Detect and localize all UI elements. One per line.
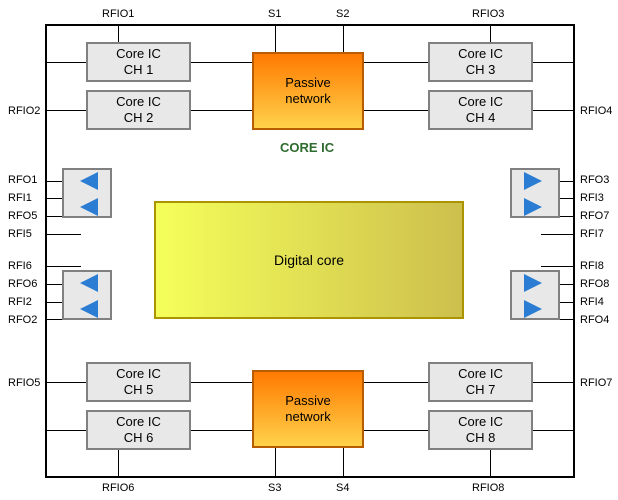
wire [533,110,575,111]
wire [364,62,428,63]
wire [533,382,575,383]
wire [364,430,428,431]
core-ic-ch4: Core ICCH 4 [428,90,533,130]
pin-label: S4 [336,482,349,494]
wire [490,24,491,42]
wire [118,24,119,42]
wire [490,450,491,478]
pin-label: RFI6 [8,260,32,272]
wire [45,110,86,111]
pin-label: RFI7 [580,228,604,240]
pin-label: RFIO8 [472,482,504,494]
pin-label: RFI5 [8,228,32,240]
pin-label: RFO7 [580,210,609,222]
pin-label: RFO5 [8,210,37,222]
wire [45,62,86,63]
wire [533,62,575,63]
wire [191,430,252,431]
wire [364,382,428,383]
pin-label: RFI8 [580,260,604,272]
pin-label: RFI4 [580,296,604,308]
wire [45,266,81,267]
pin-label: RFIO5 [8,377,40,389]
wire [364,110,428,111]
wire [533,430,575,431]
pin-label: RFIO6 [102,482,134,494]
amp-triangle-icon [524,274,542,292]
core-ic-ch6: Core ICCH 6 [86,410,191,450]
pin-label: S2 [336,8,349,20]
pin-label: S3 [268,482,281,494]
passive-network-p2: Passivenetwork [252,370,364,448]
pin-label: RFI1 [8,192,32,204]
core-ic-ch2: Core ICCH 2 [86,90,191,130]
pin-label: RFO2 [8,314,37,326]
pin-label: RFI3 [580,192,604,204]
amp-triangle-icon [524,300,542,318]
amp-triangle-icon [524,198,542,216]
wire [275,24,276,52]
core-ic-ch7: Core ICCH 7 [428,362,533,402]
pin-label: RFO4 [580,314,609,326]
wire [343,448,344,478]
core-ic-ch5: Core ICCH 5 [86,362,191,402]
pin-label: RFIO1 [102,8,134,20]
pin-label: RFO3 [580,174,609,186]
pin-label: RFIO2 [8,105,40,117]
wire [45,382,86,383]
wire [541,234,575,235]
wire [45,234,81,235]
amp-triangle-icon [80,274,98,292]
pin-label: S1 [268,8,281,20]
wire [45,430,86,431]
core-ic-ch1: Core ICCH 1 [86,42,191,82]
core-ic-ch8: Core ICCH 8 [428,410,533,450]
digital-core: Digital core [154,201,464,319]
wire [191,62,252,63]
amp-triangle-icon [80,172,98,190]
wire [343,24,344,52]
core-ic-title: CORE IC [280,140,334,155]
pin-label: RFIO7 [580,377,612,389]
wire [275,448,276,478]
wire [118,450,119,478]
pin-label: RFO8 [580,278,609,290]
amp-triangle-icon [80,198,98,216]
pin-label: RFO1 [8,174,37,186]
core-ic-ch3: Core ICCH 3 [428,42,533,82]
wire [191,382,252,383]
pin-label: RFIO4 [580,105,612,117]
amp-triangle-icon [524,172,542,190]
wire [541,266,575,267]
amp-triangle-icon [80,300,98,318]
pin-label: RFI2 [8,296,32,308]
passive-network-p1: Passivenetwork [252,52,364,130]
pin-label: RFO6 [8,278,37,290]
wire [191,110,252,111]
pin-label: RFIO3 [472,8,504,20]
